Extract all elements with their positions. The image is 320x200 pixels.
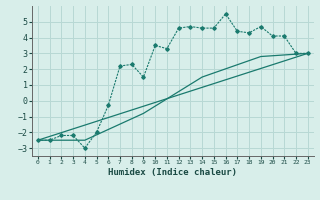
X-axis label: Humidex (Indice chaleur): Humidex (Indice chaleur) [108,168,237,177]
